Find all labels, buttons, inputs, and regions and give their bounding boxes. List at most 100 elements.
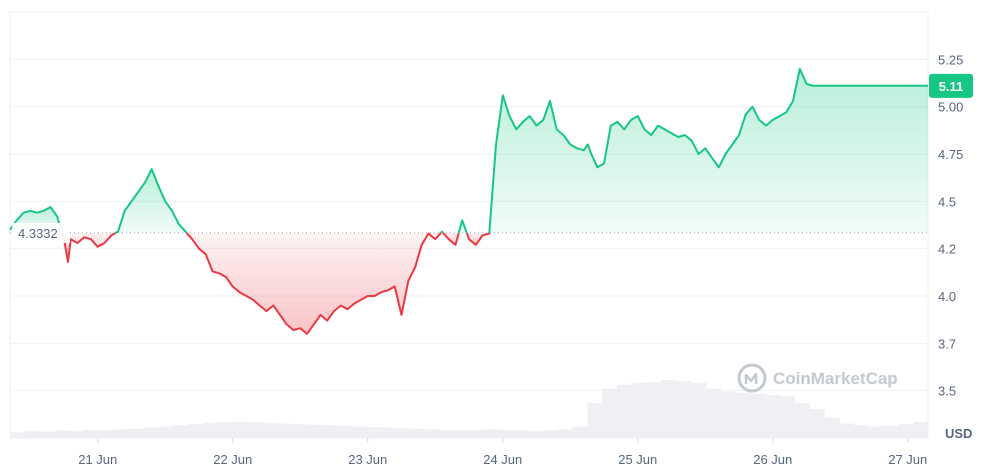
y-tick-label: 3.7 [938, 336, 956, 351]
volume-bar [853, 425, 870, 438]
volume-bar [261, 422, 278, 438]
volume-bar [143, 427, 159, 438]
volume-bar [306, 424, 322, 438]
y-tick-label: 4.0 [938, 289, 956, 304]
volume-bar [543, 430, 559, 438]
line-segment-down [465, 232, 491, 246]
volume-bar [587, 403, 603, 438]
y-axis-ticks: 3.5 3.7 4.0 4.2 4.5 4.75 5.00 5.25 [938, 52, 963, 398]
volume-bar [883, 425, 899, 438]
volume-bar [676, 381, 692, 438]
y-tick-label: 5.00 [938, 100, 963, 115]
volume-bar [617, 384, 633, 438]
volume-bar [158, 426, 174, 438]
volume-bar [54, 430, 70, 438]
volume-bar [246, 422, 263, 438]
volume-bar [335, 425, 352, 438]
volume-bar [794, 403, 811, 438]
volume-bar [779, 396, 796, 438]
volume-bar [809, 409, 825, 438]
volume-bar [394, 428, 411, 438]
line-segment-up [115, 168, 188, 234]
volume-bar [602, 388, 618, 438]
volume-bar [439, 429, 455, 438]
volume-bar [291, 424, 307, 438]
volume-bars [10, 380, 929, 438]
y-tick-label: 4.75 [938, 147, 963, 162]
x-tick-label: 27 Jun [888, 452, 927, 467]
volume-bar [232, 421, 248, 438]
volume-bar [128, 428, 144, 438]
volume-bar [320, 425, 337, 438]
volume-bar [84, 429, 100, 438]
x-tick-label: 22 Jun [213, 452, 252, 467]
volume-bar [202, 422, 218, 438]
area-below-baseline [186, 232, 441, 334]
volume-bar [765, 395, 781, 438]
watermark-text: CoinMarketCap [773, 369, 898, 388]
volume-bar [113, 429, 129, 438]
volume-bar [720, 391, 737, 438]
y-tick-label: 4.2 [938, 242, 956, 257]
volume-bar [498, 429, 514, 438]
volume-bar [483, 429, 500, 438]
volume-bar [631, 382, 648, 438]
line-segment-down [185, 232, 442, 335]
x-tick-label: 25 Jun [618, 452, 657, 467]
volume-bar [691, 382, 707, 438]
volume-bar [661, 380, 677, 438]
volume-bar [735, 392, 751, 438]
coinmarketcap-logo-icon [737, 363, 767, 393]
current-price-text: 5.11 [939, 79, 964, 94]
volume-bar [350, 426, 366, 438]
watermark: CoinMarketCap [737, 363, 898, 393]
volume-bar [380, 427, 396, 438]
volume-bar [454, 430, 470, 438]
volume-bar [913, 421, 929, 438]
volume-bar [424, 429, 440, 438]
area-above-baseline [489, 68, 928, 233]
volume-bar [24, 431, 41, 438]
x-tick-label: 24 Jun [483, 452, 522, 467]
line-segment-up [9, 206, 64, 234]
volume-bar [750, 393, 766, 438]
volume-bar [217, 422, 233, 438]
x-tick-label: 21 Jun [78, 452, 117, 467]
volume-bar [572, 426, 588, 438]
volume-bar [39, 431, 55, 438]
line-segment-up [488, 67, 928, 233]
y-tick-label: 5.25 [938, 52, 963, 67]
volume-bar [98, 430, 115, 438]
y-tick-label: 4.5 [938, 194, 956, 209]
line-segment-up [457, 219, 468, 234]
volume-bar [824, 417, 840, 438]
area-below-baseline [62, 232, 116, 262]
price-line [9, 67, 928, 335]
volume-bar [898, 424, 914, 438]
volume-bar [513, 430, 529, 438]
volume-bar [839, 423, 855, 438]
x-tick-label: 23 Jun [348, 452, 387, 467]
volume-bar [469, 429, 485, 438]
current-price-badge: 5.11 [929, 73, 973, 98]
volume-bar [276, 423, 292, 438]
baseline-value-label: 4.3332 [18, 226, 58, 241]
area-above-baseline [115, 169, 187, 233]
volume-bar [172, 425, 189, 438]
y-tick-label: 3.5 [938, 384, 956, 399]
volume-bar [868, 426, 885, 438]
volume-bar [528, 431, 544, 438]
volume-bar [646, 382, 662, 438]
x-tick-label: 26 Jun [753, 452, 792, 467]
line-segment-down [442, 232, 460, 246]
line-segment-down [61, 232, 117, 263]
volume-bar [557, 429, 574, 438]
volume-bar [69, 431, 85, 438]
baseline-label: 4.3332 [12, 222, 70, 243]
volume-bar [10, 432, 26, 438]
x-axis-ticks: 21 Jun 22 Jun 23 Jun 24 Jun 25 Jun 26 Jun 27 J… [78, 438, 927, 467]
volume-bar [187, 424, 203, 438]
currency-label: USD [945, 426, 972, 441]
volume-bar [705, 388, 722, 438]
